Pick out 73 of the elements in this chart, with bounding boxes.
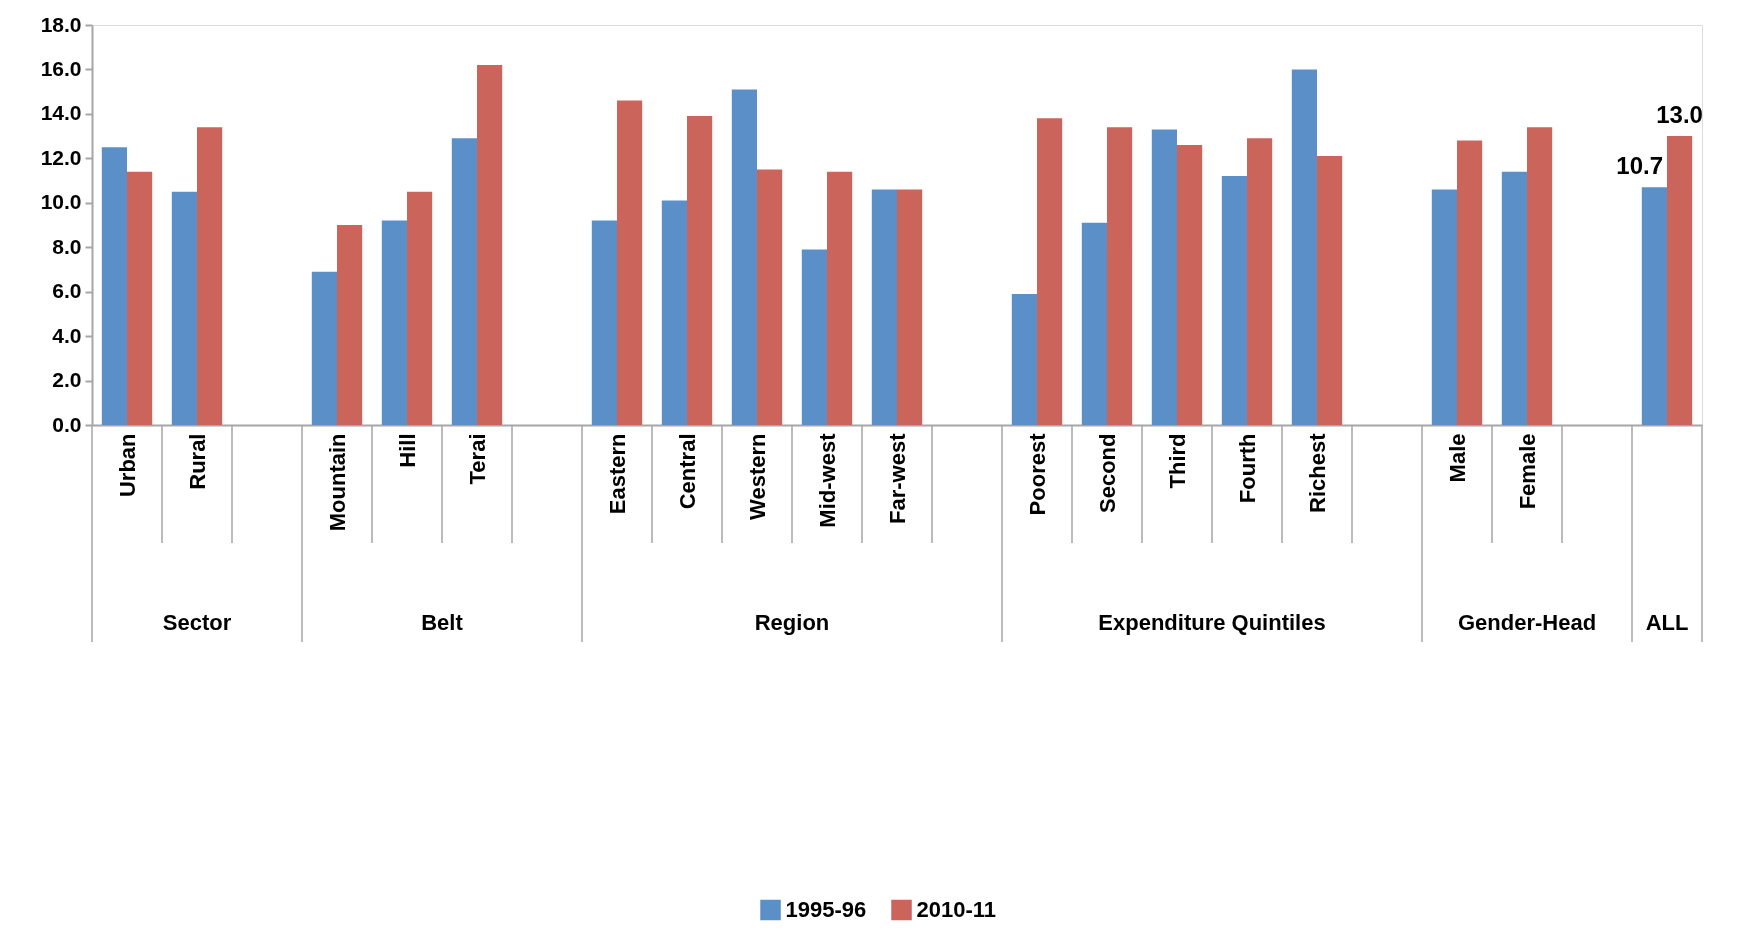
y-tick-label: 4.0: [52, 323, 82, 347]
x-tick-label: Western: [744, 433, 770, 520]
x-tick-label: Hill: [394, 433, 420, 468]
bar: [617, 100, 643, 425]
x-tick-label: Rural: [184, 433, 210, 490]
y-tick-label: 12.0: [40, 145, 82, 169]
bar: [687, 116, 713, 425]
bar: [311, 271, 337, 425]
bar: [1317, 156, 1343, 425]
legend-label: 2010-11: [916, 897, 997, 922]
bar: [757, 169, 783, 425]
y-tick-label: 18.0: [40, 12, 82, 36]
x-tick-label: Female: [1514, 433, 1540, 510]
bar: [127, 171, 153, 425]
x-tick-label: Fourth: [1234, 433, 1260, 504]
bar: [1641, 187, 1667, 425]
x-tick-label: Second: [1094, 433, 1120, 513]
bar: [1457, 140, 1483, 425]
bar: [101, 147, 127, 425]
x-tick-label: Eastern: [604, 433, 630, 515]
bar: [1527, 127, 1553, 425]
bar: [1037, 118, 1063, 425]
text: ALL: [1645, 610, 1689, 635]
data-label: 13.0: [1656, 101, 1703, 129]
bar: [1221, 176, 1247, 425]
bar: [407, 191, 433, 425]
y-tick-label: 10.0: [40, 190, 82, 214]
bar: [1177, 145, 1203, 425]
x-tick-label: Third: [1164, 433, 1190, 489]
bar: [731, 89, 757, 425]
text: Gender-Head: [1457, 610, 1597, 635]
bar: [871, 189, 897, 425]
bar: [827, 171, 853, 425]
text: Sector: [162, 610, 232, 635]
x-tick-label: Mid-west: [814, 432, 840, 528]
x-tick-label: Terai: [464, 433, 490, 485]
bar: [171, 191, 197, 425]
bar: [1247, 138, 1273, 425]
y-tick-label: 14.0: [40, 101, 82, 125]
bar: [197, 127, 223, 425]
y-tick-label: 6.0: [52, 279, 82, 303]
legend-label: 1995-96: [785, 897, 867, 922]
x-tick-label: Far-west: [884, 432, 910, 524]
bar: [451, 138, 477, 425]
bar: [337, 225, 363, 425]
bar: [897, 189, 923, 425]
bar: [1011, 293, 1037, 425]
x-tick-label: Richest: [1304, 432, 1330, 513]
bar: [1107, 127, 1133, 425]
data-label: 10.7: [1616, 152, 1663, 180]
y-tick-label: 0.0: [52, 412, 82, 436]
bar: [591, 220, 617, 425]
x-tick-label: Urban: [114, 433, 140, 498]
y-tick-label: 8.0: [52, 234, 82, 258]
bar: [1151, 129, 1177, 425]
bar: [1291, 69, 1317, 425]
x-tick-label: Male: [1444, 433, 1470, 483]
bar: [661, 200, 687, 425]
bar: [801, 249, 827, 425]
y-tick-label: 2.0: [52, 368, 82, 392]
bar: [1431, 189, 1457, 425]
bar: [1667, 136, 1693, 425]
bar: [477, 65, 503, 425]
y-tick-label: 16.0: [40, 56, 82, 80]
bar: [1081, 222, 1107, 425]
x-tick-label: Mountain: [324, 433, 350, 532]
text: Belt: [421, 610, 464, 635]
text: Expenditure Quintiles: [1098, 610, 1326, 635]
bar: [1501, 171, 1527, 425]
x-tick-label: Central: [674, 433, 700, 510]
text: Region: [754, 610, 830, 635]
bar: [381, 220, 407, 425]
x-tick-label: Poorest: [1024, 432, 1050, 516]
